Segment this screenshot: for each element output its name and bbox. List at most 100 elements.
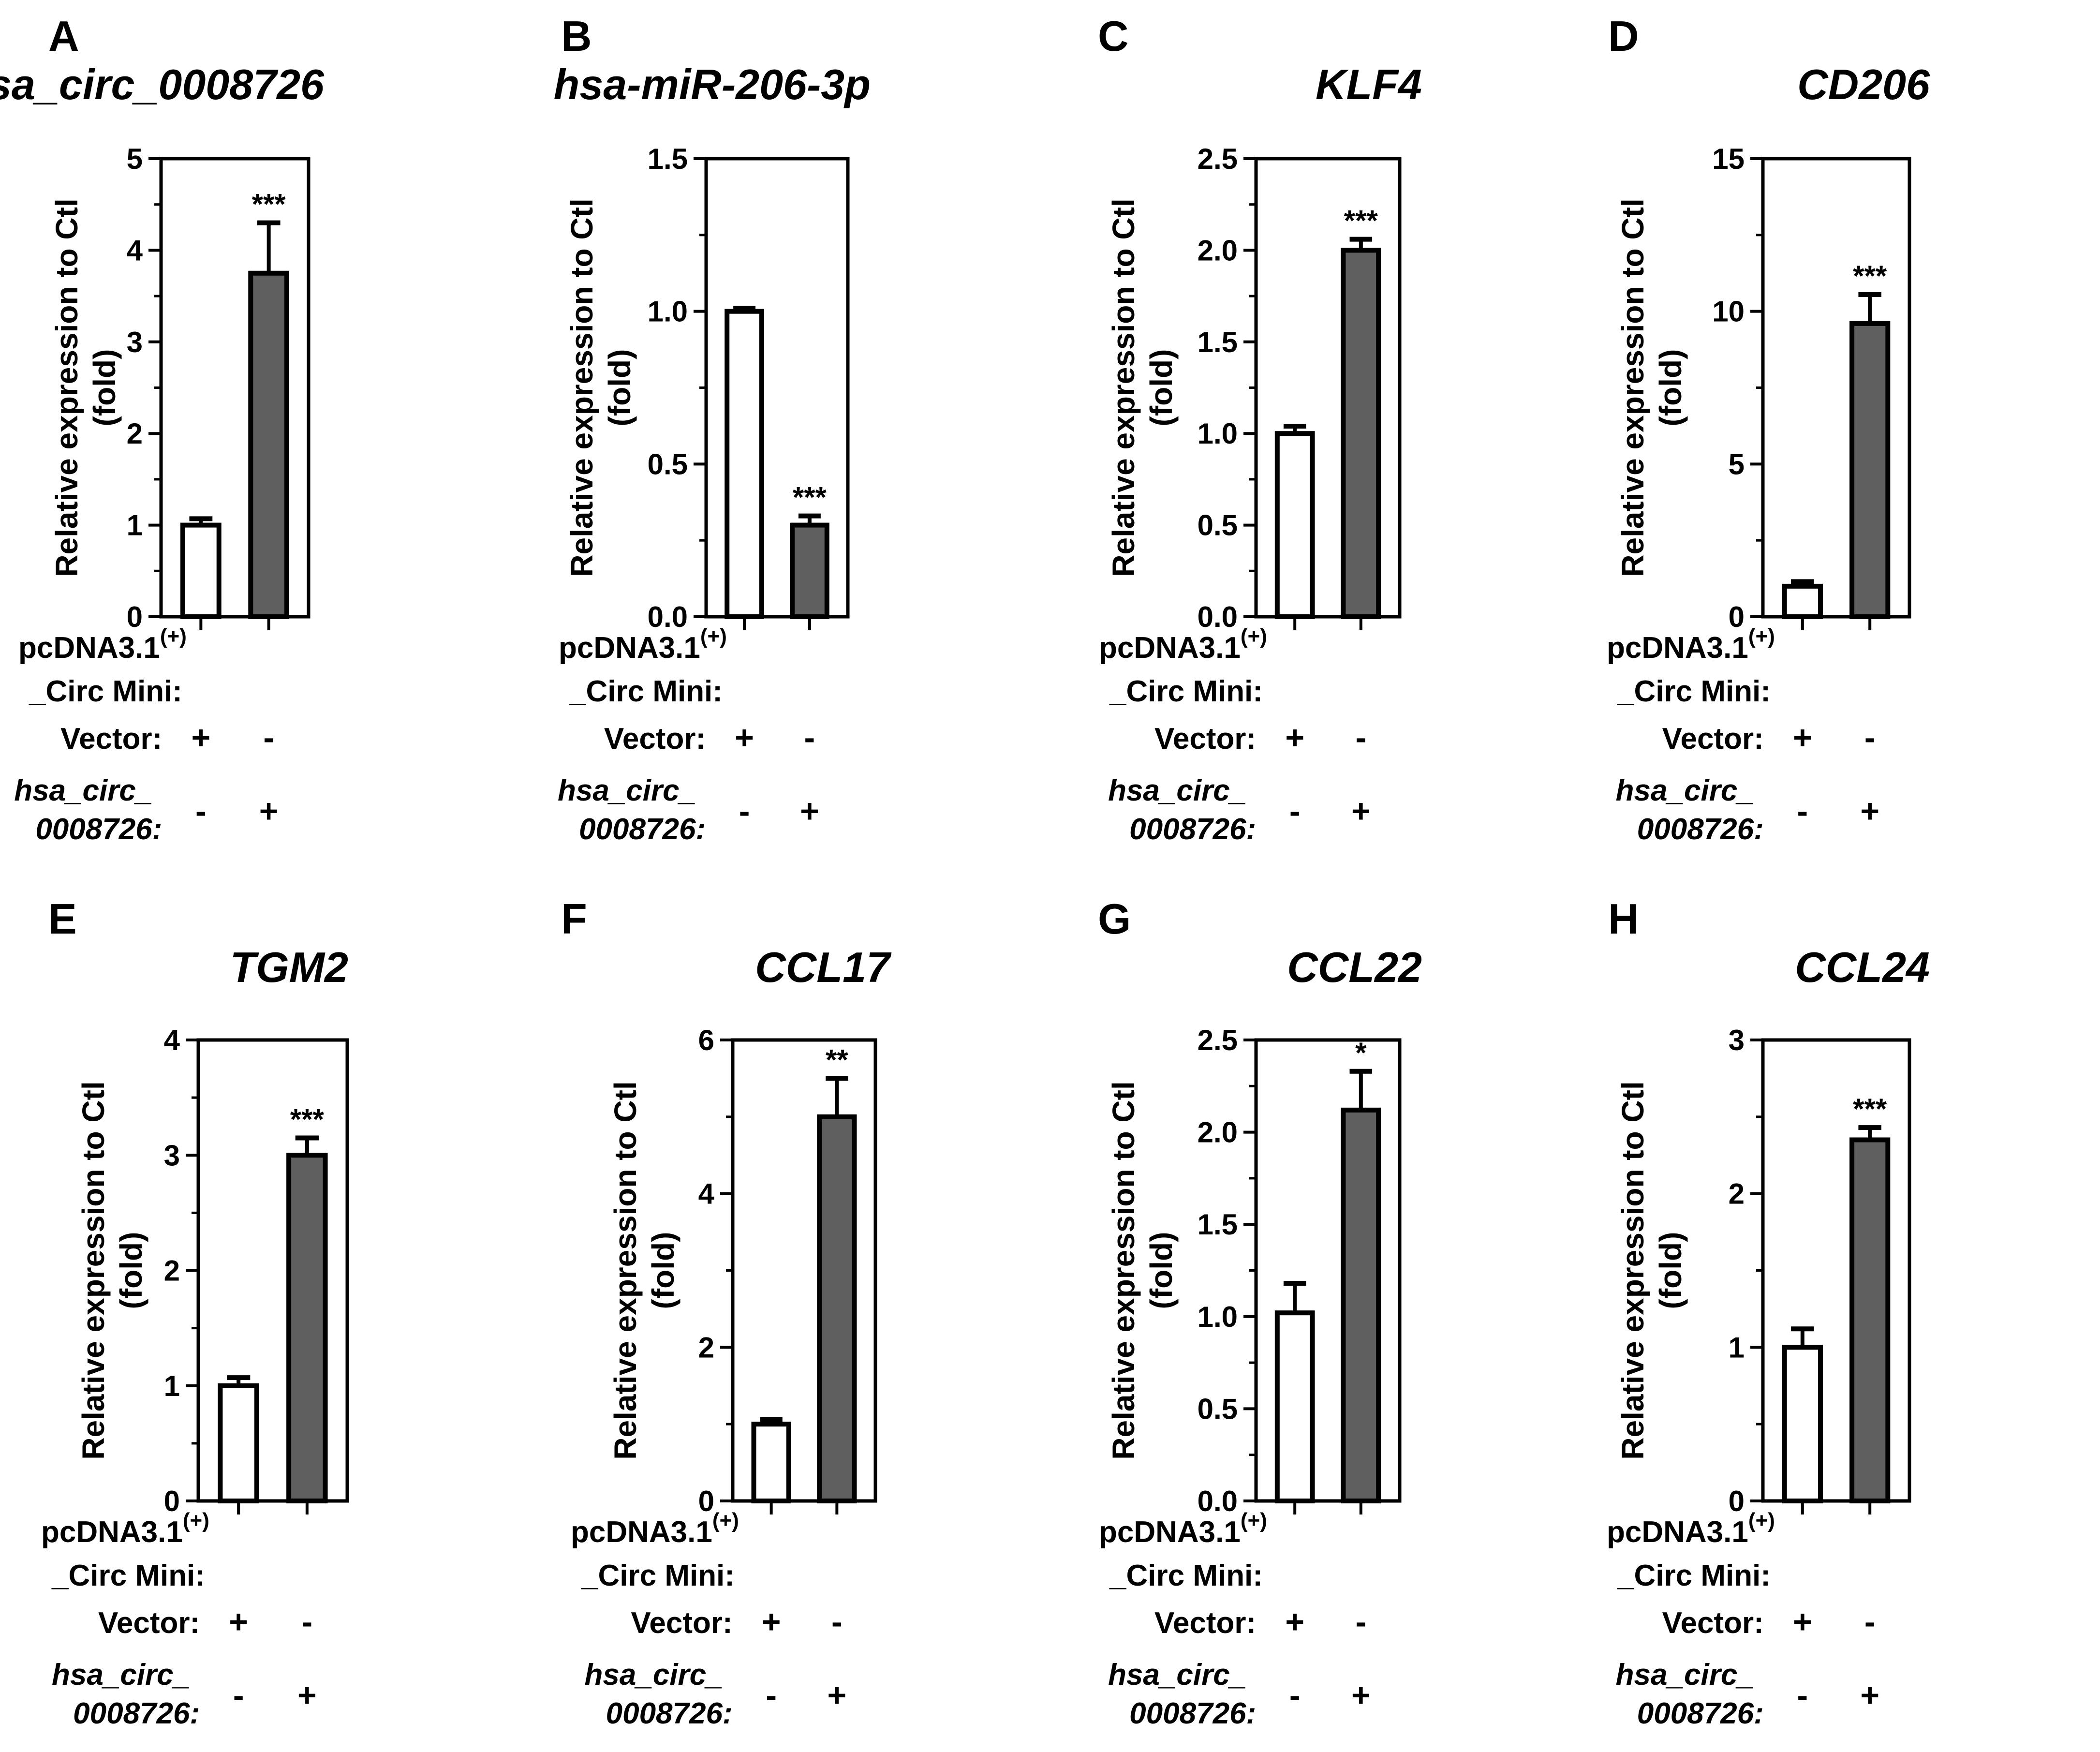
y-axis-label-line1: Relative expression to Ctl [608,1081,643,1459]
circ-row-symbol: - [1289,1677,1301,1714]
y-axis-label-line1: Relative expression to Ctl [1106,198,1141,577]
plasmid-superscript: (+) [1241,624,1267,648]
y-axis-label-line1: Relative expression to Ctl [1106,1081,1141,1459]
y-axis-label-line2: (fold) [1144,349,1179,427]
significance-label: * [1355,1037,1367,1069]
y-tick-label: 5 [127,143,143,175]
y-tick-label: 2 [164,1255,180,1287]
panel-letter: E [48,895,77,943]
bar-circ [1849,321,1891,619]
panel-c: C KLF4 Relative expression to Ctl (fold) ***… [1098,12,1422,846]
bar-circ [789,522,829,619]
plasmid-superscript: (+) [1748,1509,1775,1532]
plasmid-label-line2: _Circ Mini: [29,675,182,708]
panel-h: H CCL24 Relative expression to Ctl (fold) **… [1607,895,1930,1730]
vector-row-label: Vector: [98,1606,200,1640]
y-axis-label: Relative expression to Ctl (fold) [76,1081,148,1459]
y-tick-label: 4 [164,1024,180,1056]
circ-row-label-line2: 0008726: [73,1697,200,1730]
bar-circ [286,1153,328,1503]
plasmid-label-line2: _Circ Mini: [51,1559,205,1592]
y-tick-label: 0 [1729,601,1745,633]
panel-title: CCL22 [1287,943,1422,991]
circ-row-symbol: - [1797,793,1808,830]
plasmid-superscript: (+) [183,1509,209,1532]
bar-vector [1782,1345,1823,1503]
y-tick-label: 0.0 [1198,601,1238,633]
y-tick-label: 0.0 [648,601,688,633]
circ-row-label-line1: hsa_circ_ [1108,1658,1246,1692]
y-axis-label: Relative expression to Ctl (fold) [49,198,122,577]
circ-row-label-line1: hsa_circ_ [585,1658,723,1692]
circ-row-symbol: + [827,1677,846,1714]
circ-row-symbol: + [1351,793,1371,830]
panel-title: CCL24 [1795,943,1930,991]
bar-circ [1849,1137,1891,1504]
y-tick-label: 1.5 [1198,326,1238,358]
panel-title: CD206 [1797,60,1930,108]
circ-row-symbol: - [233,1677,244,1714]
y-axis-label-line1: Relative expression to Ctl [564,198,599,577]
vector-row-symbol: + [229,1604,248,1640]
vector-row-label: Vector: [1662,722,1764,756]
circ-row-label-line2: 0008726: [579,813,706,846]
panel-title: hsa_circ_0008726 [0,60,325,108]
panel-letter: H [1608,895,1639,943]
vector-row-symbol: - [1864,1604,1876,1640]
panel-a: Ahsa_circ_0008726 Relative expression to … [0,12,325,846]
circ-row-symbol: + [1860,793,1879,830]
y-tick-label: 4 [127,234,143,267]
y-axis-label-line2: (fold) [1653,349,1688,427]
y-tick-label: 1.5 [648,143,688,175]
y-tick-label: 3 [164,1139,180,1172]
y-tick-label: 1.0 [1198,417,1238,450]
plasmid-superscript: (+) [1241,1509,1267,1532]
panel-letter: D [1608,12,1639,60]
y-axis-label-line2: (fold) [1144,1232,1179,1309]
y-tick-label: 1 [164,1370,180,1402]
y-tick-label: 4 [698,1178,715,1210]
y-tick-label: 0.5 [1198,509,1238,542]
vector-row-symbol: - [804,719,815,756]
panel-d: D CD206 Relative expression to Ctl (fold) **… [1607,12,1930,846]
vector-row-symbol: + [1793,1604,1812,1640]
significance-label: *** [290,1103,325,1136]
circ-row-label-line2: 0008726: [35,813,162,846]
plasmid-label: pcDNA3.1(+) [1099,1509,1267,1549]
y-axis-label: Relative expression to Ctl (fold) [608,1081,680,1459]
bar-circ [1341,248,1381,619]
circ-row-label-line2: 0008726: [1129,813,1256,846]
circ-row-label-line2: 0008726: [606,1697,733,1730]
circ-row-label-line1: hsa_circ_ [558,774,696,807]
vector-row-symbol: + [762,1604,781,1640]
y-axis-label: Relative expression to Ctl (fold) [1615,198,1688,577]
vector-row-symbol: + [1285,1604,1304,1640]
bar-circ [1341,1107,1381,1503]
y-axis-label-line2: (fold) [114,1232,148,1309]
panel-title: TGM2 [230,943,349,991]
y-axis-label-line2: (fold) [1653,1232,1688,1309]
panel-g: G CCL22 Relative expression to Ctl (fold) * 0… [1098,895,1422,1730]
bar-vector [180,522,222,619]
y-tick-label: 0.0 [1198,1485,1238,1517]
plasmid-superscript: (+) [160,624,187,648]
significance-label: *** [793,481,827,514]
vector-row-symbol: - [1864,719,1876,756]
circ-row-label-line1: hsa_circ_ [14,774,152,807]
y-axis-label: Relative expression to Ctl (fold) [1106,1081,1179,1459]
vector-row-symbol: + [1793,719,1812,756]
panel-letter: F [561,895,587,943]
plasmid-label: pcDNA3.1(+) [18,624,187,665]
y-tick-label: 6 [698,1024,714,1056]
plasmid-superscript: (+) [712,1509,739,1532]
y-tick-label: 2 [127,417,143,450]
significance-label: *** [1344,205,1378,237]
circ-row-label-line1: hsa_circ_ [1616,1658,1754,1692]
y-tick-label: 15 [1712,143,1745,175]
panel-title: CCL17 [755,943,892,991]
y-axis-label-line2: (fold) [646,1232,680,1309]
panel-f: F CCL17 Relative expression to Ctl (fold) **… [561,895,892,1730]
y-tick-label: 1.5 [1198,1208,1238,1241]
